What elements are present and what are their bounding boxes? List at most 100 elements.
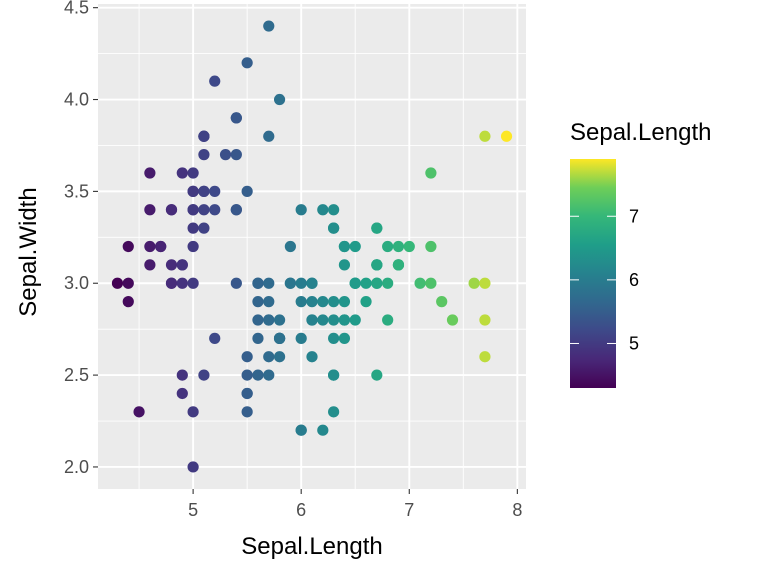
data-point — [263, 314, 275, 326]
data-point — [414, 277, 426, 289]
data-point — [230, 112, 242, 124]
data-point — [198, 185, 210, 197]
y-tick-label: 4.5 — [64, 0, 89, 18]
data-point — [263, 20, 275, 32]
data-point — [252, 296, 264, 308]
x-axis: 5 6 7 8 — [188, 489, 522, 520]
data-point — [241, 369, 253, 381]
data-point — [209, 332, 221, 344]
data-point — [317, 314, 329, 326]
data-point — [144, 259, 156, 271]
data-point — [382, 277, 394, 289]
data-point — [382, 240, 394, 253]
data-point — [273, 314, 286, 326]
data-point — [425, 277, 437, 289]
data-point — [122, 296, 134, 308]
data-point — [155, 240, 167, 253]
data-point — [165, 259, 178, 271]
data-point — [187, 406, 199, 418]
data-point — [187, 277, 199, 289]
data-point — [241, 351, 253, 363]
data-point — [306, 351, 318, 363]
data-point — [360, 277, 372, 289]
legend-label: 5 — [629, 333, 639, 353]
data-point — [371, 277, 383, 289]
data-point — [187, 222, 199, 234]
data-point — [176, 369, 188, 381]
data-point — [241, 406, 253, 418]
data-point — [198, 222, 210, 234]
data-point — [198, 204, 210, 216]
data-point — [176, 277, 188, 289]
data-point — [187, 167, 199, 179]
data-point — [328, 296, 340, 308]
data-point — [209, 185, 221, 197]
data-point — [500, 130, 513, 142]
data-point — [111, 277, 124, 289]
data-point — [338, 314, 351, 326]
data-point — [230, 149, 242, 161]
data-point — [306, 314, 318, 326]
data-point — [284, 277, 296, 289]
legend-label: 7 — [629, 206, 639, 226]
data-point — [306, 277, 318, 289]
data-point — [165, 277, 178, 289]
y-tick-label: 2.5 — [64, 365, 89, 385]
legend-title: Sepal.Length — [570, 119, 711, 146]
data-point — [392, 259, 405, 271]
data-point — [133, 406, 145, 418]
data-point — [468, 277, 480, 289]
data-point — [328, 332, 340, 344]
data-point — [328, 406, 340, 418]
data-point — [198, 369, 210, 381]
data-point — [317, 424, 329, 436]
data-point — [371, 369, 383, 381]
data-point — [328, 314, 340, 326]
data-point — [328, 222, 340, 234]
data-point — [479, 314, 491, 326]
data-point — [349, 240, 361, 253]
data-point — [263, 296, 275, 308]
x-tick-label: 8 — [512, 500, 522, 520]
legend-label: 6 — [629, 270, 639, 290]
x-tick-label: 7 — [404, 500, 414, 520]
data-point — [241, 387, 253, 400]
data-point — [176, 387, 188, 400]
data-point — [187, 185, 199, 197]
data-point — [338, 332, 351, 344]
legend-ticks: 5 6 7 — [570, 206, 639, 353]
data-point — [317, 296, 329, 308]
data-point — [295, 424, 307, 436]
data-point — [371, 259, 383, 271]
plot-panel — [98, 4, 526, 489]
data-point — [263, 369, 275, 381]
data-point — [392, 240, 405, 253]
y-axis: 2.0 2.5 3.0 3.5 4.0 4.5 — [64, 0, 98, 477]
data-point — [371, 222, 383, 234]
data-point — [425, 167, 437, 179]
data-points — [111, 20, 513, 473]
data-point — [263, 277, 275, 289]
data-point — [338, 240, 351, 253]
data-point — [479, 351, 491, 363]
legend-colorbar — [570, 159, 616, 388]
data-point — [263, 130, 275, 142]
data-point — [273, 351, 286, 363]
data-point — [187, 461, 199, 473]
data-point — [219, 149, 232, 161]
data-point — [273, 93, 286, 106]
data-point — [241, 57, 253, 69]
data-point — [403, 240, 415, 253]
data-point — [198, 149, 210, 161]
data-point — [273, 332, 286, 344]
data-point — [295, 332, 307, 344]
data-point — [479, 277, 491, 289]
data-point — [230, 204, 242, 216]
data-point — [360, 296, 372, 308]
data-point — [209, 75, 221, 87]
data-point — [209, 204, 221, 216]
data-point — [446, 314, 459, 326]
y-tick-label: 3.0 — [64, 273, 89, 293]
data-point — [144, 240, 156, 253]
data-point — [176, 167, 188, 179]
